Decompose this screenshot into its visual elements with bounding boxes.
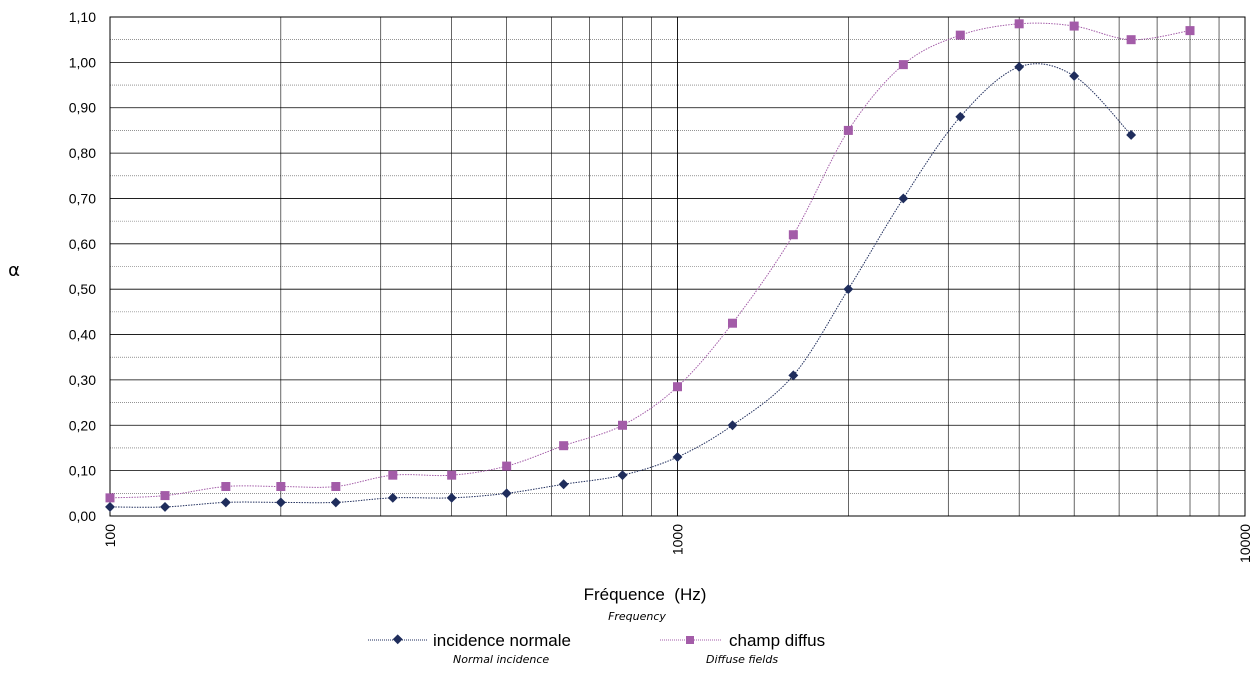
data-point-square (673, 382, 682, 392)
data-point-square (727, 318, 737, 328)
data-point-diamond (898, 193, 909, 204)
data-point-diamond (1069, 71, 1080, 81)
data-point-square (160, 491, 170, 501)
data-point-square (843, 125, 853, 135)
x-tick-label: 10000 (1237, 524, 1253, 563)
x-tick-label: 1000 (670, 524, 686, 555)
legend-marker-diamond (392, 634, 403, 645)
x-tick-labels: 100 1000 10000 (102, 524, 1253, 563)
series-line (109, 22, 1191, 499)
data-point-diamond (105, 501, 115, 512)
series-layer (105, 19, 1195, 512)
legend-label-champ-diffus: champ diffus (729, 631, 825, 650)
data-point-diamond (558, 479, 569, 490)
legend-sublabel-diffuse-fields: Diffuse fields (706, 653, 778, 666)
x-tick-label: 100 (102, 524, 118, 548)
y-tick-label: 0,50 (69, 281, 96, 297)
data-point-square (1185, 26, 1195, 36)
data-point-square (898, 60, 908, 70)
y-tick-label: 0,40 (69, 327, 96, 343)
series-incidence-normale (105, 61, 1137, 512)
y-tick-label: 1,10 (69, 9, 96, 25)
data-point-square (331, 482, 341, 492)
data-point-square (788, 230, 798, 240)
data-point-square (447, 470, 457, 480)
legend-entry-incidence-normale: incidence normale Normal incidence (368, 631, 571, 666)
legend: incidence normale Normal incidence champ… (368, 631, 825, 666)
y-tick-label: 0,90 (69, 100, 96, 116)
data-point-square (559, 441, 569, 451)
data-point-diamond (727, 420, 738, 431)
legend-marker-square (686, 636, 694, 644)
data-point-square (618, 420, 628, 430)
data-point-square (388, 470, 398, 480)
y-tick-label: 0,80 (69, 145, 96, 161)
y-tick-labels: 0,00 0,10 0,20 0,30 0,40 0,50 0,60 0,70 0,80 0,90… (69, 9, 96, 524)
data-point-diamond (330, 497, 341, 508)
y-tick-label: 1,00 (69, 54, 96, 70)
y-tick-label: 0,10 (69, 463, 96, 479)
data-point-diamond (1014, 61, 1025, 72)
data-point-square (1014, 19, 1024, 29)
y-tick-label: 0,60 (69, 236, 96, 252)
data-point-square (502, 461, 512, 471)
legend-sublabel-normal-incidence: Normal incidence (453, 653, 549, 666)
x-axis-sublabel: Frequency (608, 610, 666, 623)
plot-frame (109, 16, 1246, 517)
y-tick-label: 0,00 (69, 508, 96, 524)
x-axis-label: Fréquence (Hz) (584, 585, 707, 604)
data-point-diamond (501, 488, 512, 499)
y-tick-label: 0,30 (69, 372, 96, 388)
data-point-diamond (843, 284, 854, 295)
legend-entry-champ-diffus: champ diffus Diffuse fields (660, 631, 825, 666)
data-point-square (1069, 21, 1079, 31)
data-point-diamond (1126, 129, 1137, 140)
y-axis-label: α (8, 260, 20, 281)
data-point-diamond (672, 452, 683, 462)
data-point-square (105, 493, 115, 503)
legend-label-incidence-normale: incidence normale (433, 631, 571, 650)
data-point-diamond (160, 501, 170, 512)
data-point-diamond (446, 492, 457, 503)
series-champ-diffus (105, 19, 1195, 503)
data-point-diamond (387, 492, 398, 503)
data-point-diamond (617, 470, 628, 481)
y-tick-label: 0,70 (69, 190, 96, 206)
y-tick-label: 0,20 (69, 417, 96, 433)
data-point-square (1126, 35, 1136, 45)
data-point-square (955, 30, 965, 40)
data-point-diamond (788, 370, 799, 381)
data-point-square (221, 482, 231, 492)
data-point-diamond (275, 497, 286, 508)
data-point-square (276, 482, 286, 492)
data-point-diamond (220, 497, 231, 508)
data-point-diamond (955, 111, 966, 122)
